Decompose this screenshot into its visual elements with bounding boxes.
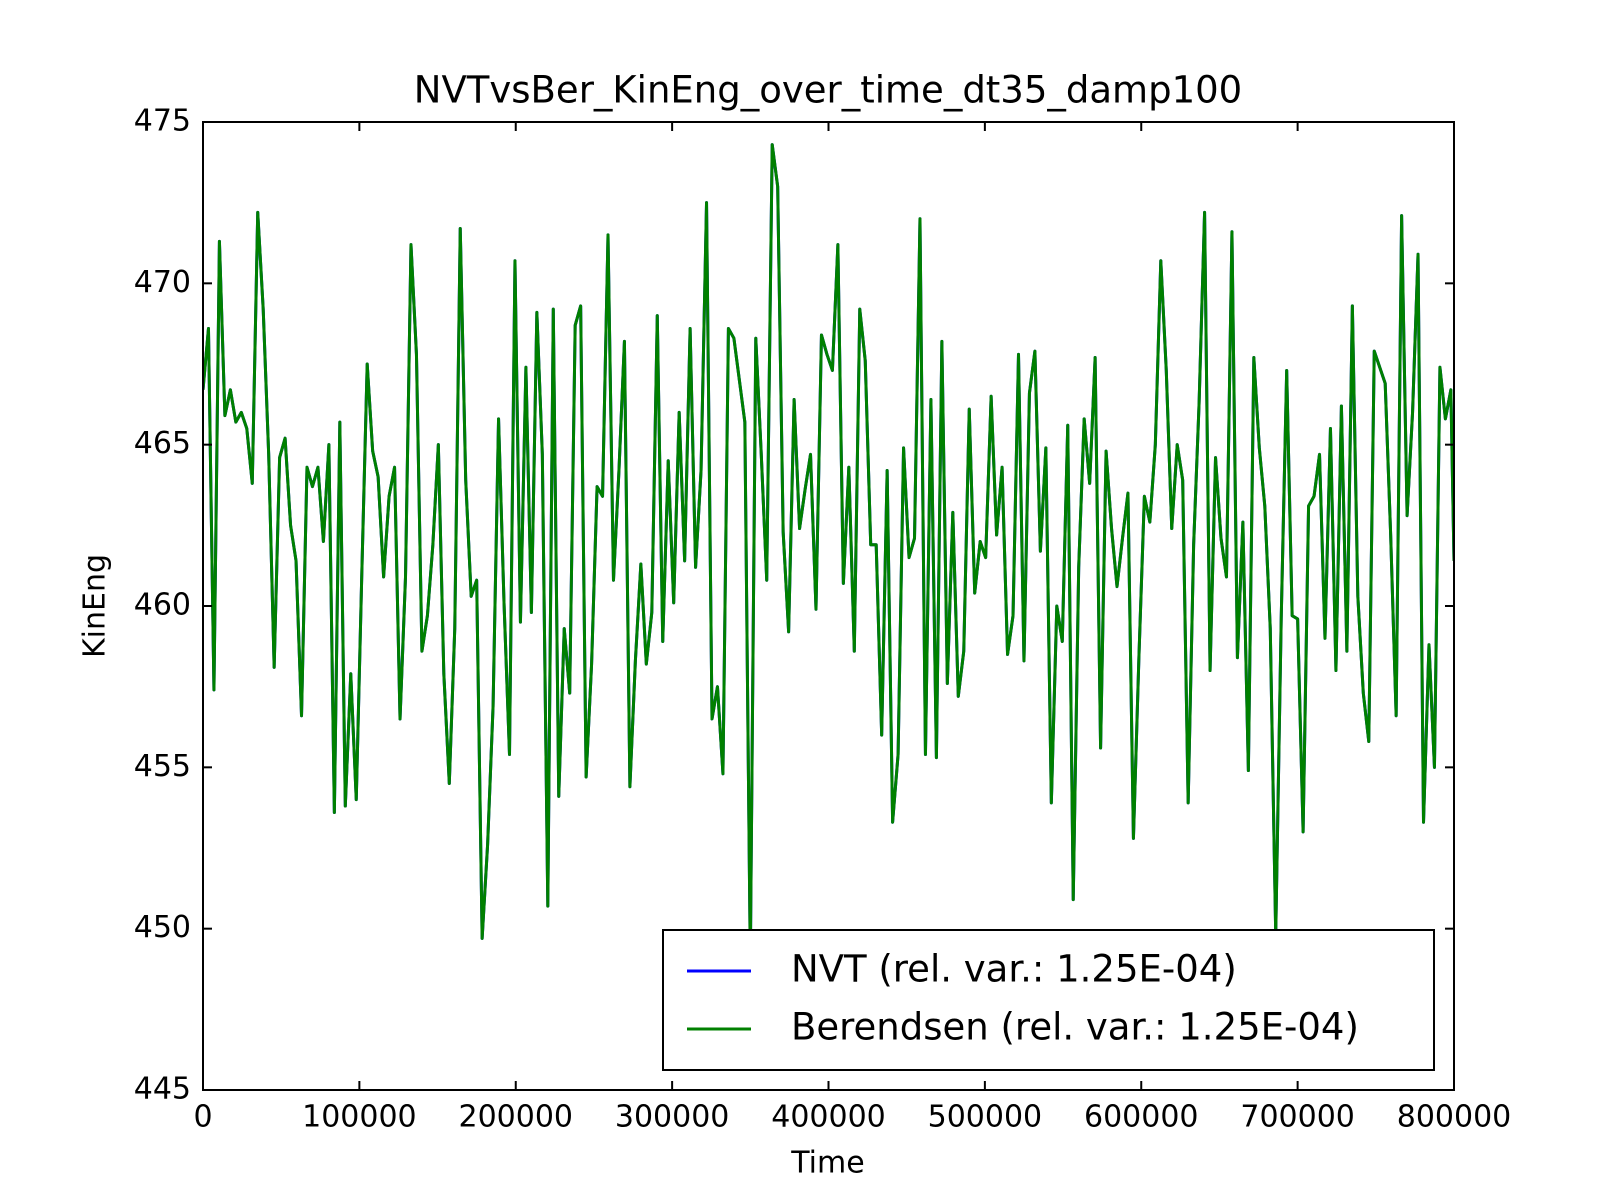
y-tick-label: 455 bbox=[134, 749, 191, 784]
y-tick-label: 475 bbox=[134, 104, 191, 139]
x-tick-label: 300000 bbox=[615, 1100, 730, 1135]
x-axis-label: Time bbox=[790, 1146, 864, 1181]
x-tick-label: 100000 bbox=[302, 1100, 417, 1135]
y-axis-label: KinEng bbox=[78, 554, 113, 658]
x-tick-label: 0 bbox=[193, 1100, 212, 1135]
y-tick-label: 445 bbox=[134, 1072, 191, 1107]
legend: NVT (rel. var.: 1.25E-04) Berendsen (rel.… bbox=[662, 929, 1435, 1071]
legend-label: Berendsen (rel. var.: 1.25E-04) bbox=[791, 1006, 1359, 1049]
y-tick-label: 460 bbox=[134, 588, 191, 623]
series-line bbox=[203, 143, 1454, 963]
legend-box bbox=[662, 929, 1435, 1071]
x-tick-label: 700000 bbox=[1240, 1100, 1355, 1135]
x-tick-label: 800000 bbox=[1397, 1100, 1512, 1135]
x-tick-label: 400000 bbox=[771, 1100, 886, 1135]
plot-lines bbox=[203, 143, 1454, 963]
x-tick-label: 500000 bbox=[928, 1100, 1043, 1135]
y-tick-label: 465 bbox=[134, 426, 191, 461]
x-tick-label: 200000 bbox=[458, 1100, 573, 1135]
chart-title: NVTvsBer_KinEng_over_time_dt35_damp100 bbox=[414, 69, 1242, 112]
y-tick-label: 450 bbox=[134, 910, 191, 945]
x-tick-label: 600000 bbox=[1084, 1100, 1199, 1135]
y-tick-label: 470 bbox=[134, 265, 191, 300]
legend-label: NVT (rel. var.: 1.25E-04) bbox=[791, 948, 1237, 991]
